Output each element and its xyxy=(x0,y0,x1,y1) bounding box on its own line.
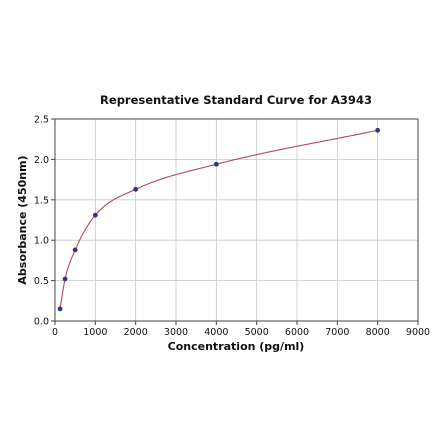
y-tick-label: 1.5 xyxy=(34,195,49,206)
data-point xyxy=(375,127,381,133)
x-tick-label: 6000 xyxy=(285,327,309,338)
data-point xyxy=(57,306,63,312)
x-tick-label: 5000 xyxy=(245,327,269,338)
data-point xyxy=(213,161,219,167)
y-tick-label: 0.5 xyxy=(34,276,49,287)
plot-frame xyxy=(54,118,419,322)
x-axis-title: Concentration (pg/ml) xyxy=(168,340,305,353)
data-point xyxy=(62,276,68,282)
x-tick-label: 2000 xyxy=(124,327,148,338)
y-tick-label: 0.0 xyxy=(34,317,49,328)
data-point xyxy=(92,212,98,218)
y-tick-label: 1.0 xyxy=(34,236,49,247)
axis-ticks: 0 1000 2000 3000 4000 5000 6000 7000 8000 9000 0.0… xyxy=(34,115,430,339)
y-tick-label: 2.5 xyxy=(34,115,49,126)
x-tick-label: 3000 xyxy=(164,327,188,338)
x-tick-label: 8000 xyxy=(366,327,390,338)
data-points xyxy=(57,127,381,312)
chart-title: Representative Standard Curve for A3943 xyxy=(100,93,372,107)
x-tick-label: 7000 xyxy=(325,327,349,338)
x-tick-label: 4000 xyxy=(204,327,228,338)
x-tick-label: 0 xyxy=(52,327,58,338)
grid-layer xyxy=(54,118,419,322)
x-tick-label: 1000 xyxy=(83,327,107,338)
y-axis-title: Absorbance (450nm) xyxy=(16,155,29,284)
x-tick-label: 9000 xyxy=(406,327,430,338)
y-tick-label: 2.0 xyxy=(34,155,49,166)
fitted-curve xyxy=(59,129,378,309)
data-point xyxy=(133,186,139,192)
data-point xyxy=(72,247,78,253)
